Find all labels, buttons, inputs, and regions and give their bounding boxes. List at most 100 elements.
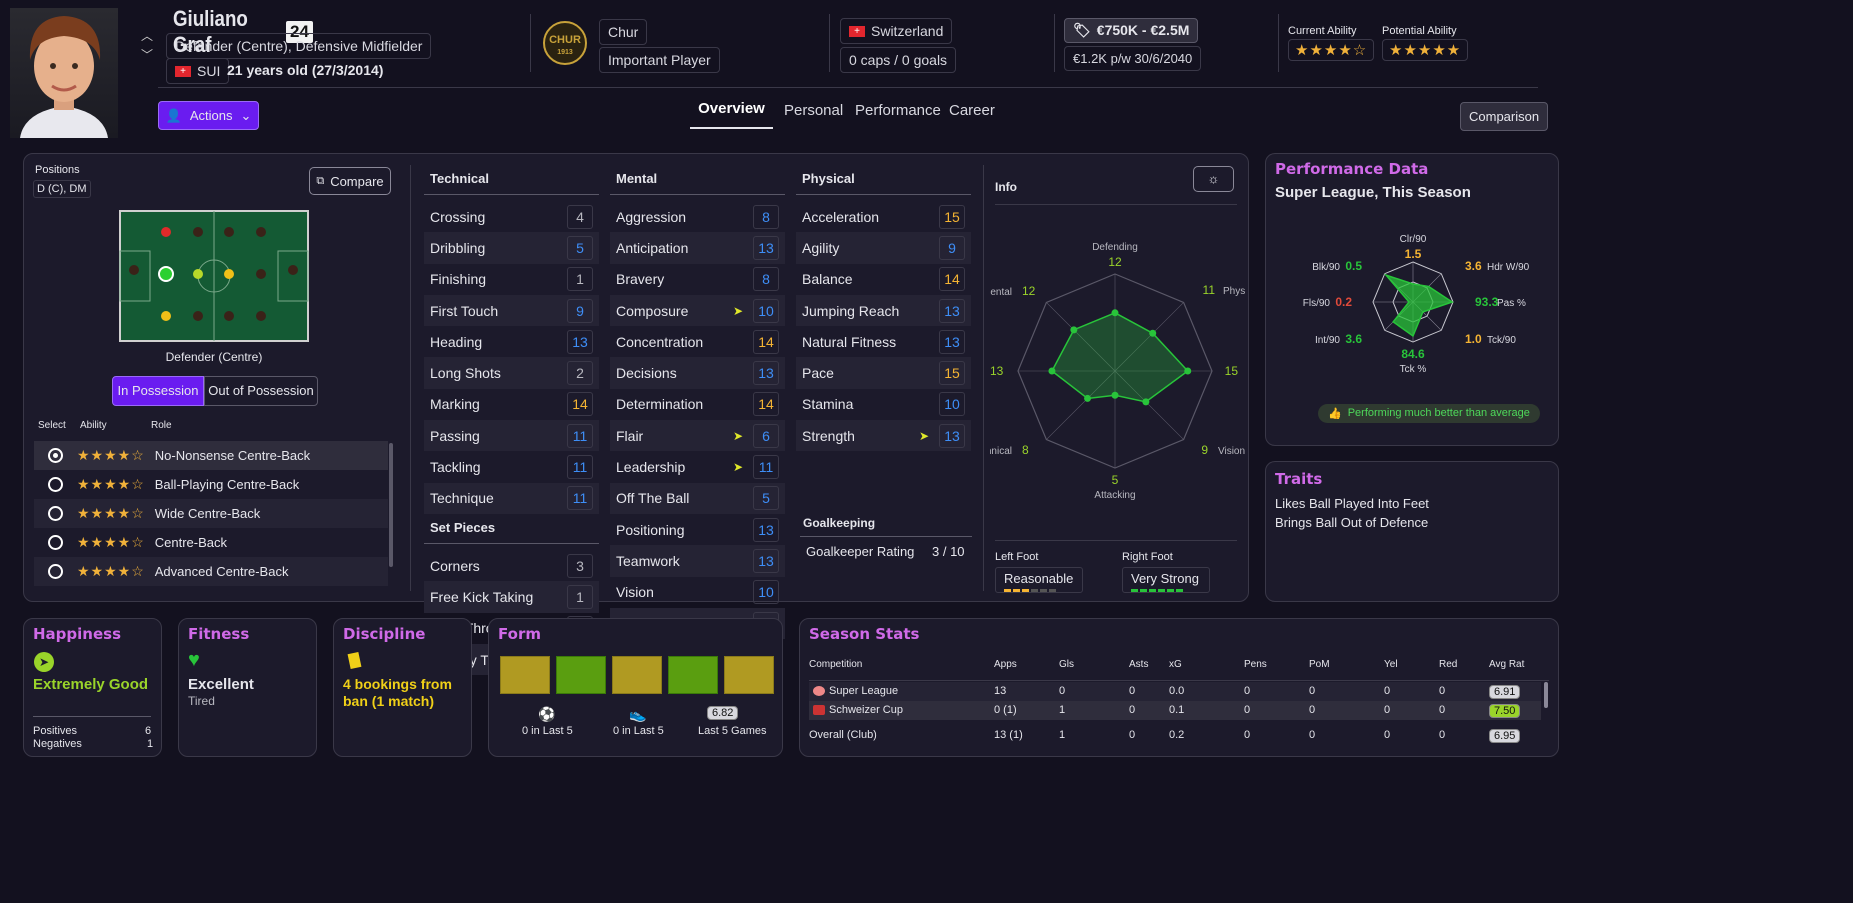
attribute-value: 9 bbox=[567, 298, 593, 323]
radio[interactable] bbox=[48, 477, 63, 492]
attribute-name: Determination bbox=[616, 396, 704, 413]
role-name: No-Nonsense Centre-Back bbox=[154, 448, 311, 463]
perf-radar-value: 1.0 bbox=[1465, 332, 1482, 346]
season-cell: 13 (1) bbox=[994, 729, 1023, 741]
radar-value: 13 bbox=[990, 364, 1004, 378]
attribute-row[interactable]: Determination 14 bbox=[610, 389, 785, 420]
out-of-possession-toggle[interactable]: Out of Possession bbox=[204, 376, 318, 406]
role-row[interactable]: ★★★★☆ Ball-Playing Centre-Back bbox=[34, 470, 388, 499]
role-row[interactable]: ★★★★☆ Advanced Centre-Back bbox=[34, 557, 388, 586]
attribute-row[interactable]: Strength ➤ 13 bbox=[796, 420, 971, 452]
attribute-row[interactable]: Passing 11 bbox=[424, 420, 599, 452]
pitch-diagram[interactable] bbox=[119, 210, 309, 342]
attribute-row[interactable]: Composure ➤ 10 bbox=[610, 294, 785, 327]
attribute-row[interactable]: Agility 9 bbox=[796, 232, 971, 264]
attribute-value: 13 bbox=[939, 423, 965, 448]
comparison-button[interactable]: Comparison bbox=[1460, 102, 1549, 131]
chevron-down-icon[interactable]: ﹀ bbox=[141, 48, 154, 62]
attribute-value: 1 bbox=[567, 584, 593, 609]
training-flag-icon: ➤ bbox=[918, 428, 929, 443]
attribute-value: 3 bbox=[567, 553, 593, 578]
radio[interactable] bbox=[48, 506, 63, 521]
discipline-title: Discipline bbox=[343, 625, 426, 643]
pos-dot bbox=[256, 269, 266, 279]
role-name: Wide Centre-Back bbox=[154, 506, 261, 521]
attribute-name: Acceleration bbox=[802, 208, 880, 225]
attribute-row[interactable]: Free Kick Taking 1 bbox=[424, 581, 599, 613]
attribute-row[interactable]: Long Shots 2 bbox=[424, 357, 599, 389]
perf-radar-value: 3.6 bbox=[1345, 332, 1362, 346]
role-stars: ★★★★☆ bbox=[77, 505, 145, 521]
season-scrollbar[interactable] bbox=[1544, 682, 1548, 708]
tab-career[interactable]: Career bbox=[949, 102, 995, 119]
club-logo[interactable]: CHUR 1913 bbox=[543, 21, 587, 65]
attribute-row[interactable]: Teamwork 13 bbox=[610, 545, 785, 577]
actions-button[interactable]: 👤 Actions ⌄ bbox=[158, 101, 259, 130]
compare-button[interactable]: ⧉ Compare bbox=[309, 167, 391, 195]
positives-label: Positives bbox=[33, 725, 78, 737]
role-row[interactable]: ★★★★☆ Centre-Back bbox=[34, 528, 388, 557]
attribute-row[interactable]: Finishing 1 bbox=[424, 264, 599, 295]
attribute-row[interactable]: Off The Ball 5 bbox=[610, 482, 785, 514]
attribute-row[interactable]: Stamina 10 bbox=[796, 389, 971, 420]
right-foot-bar bbox=[1131, 589, 1201, 592]
attribute-row[interactable]: Bravery 8 bbox=[610, 264, 785, 295]
attribute-row[interactable]: Technique 11 bbox=[424, 482, 599, 514]
potential-ability-stars: ★★★★★ bbox=[1382, 39, 1469, 61]
attribute-row[interactable]: Pace 15 bbox=[796, 357, 971, 389]
chevron-up-icon[interactable]: ︿ bbox=[141, 29, 154, 43]
attribute-row[interactable]: First Touch 9 bbox=[424, 294, 599, 327]
attribute-row[interactable]: Anticipation 13 bbox=[610, 232, 785, 264]
season-cell: 0 bbox=[1059, 685, 1066, 697]
attribute-row[interactable]: Positioning 13 bbox=[610, 514, 785, 545]
tab-performance[interactable]: Performance bbox=[855, 102, 941, 119]
attribute-row[interactable]: Aggression 8 bbox=[610, 201, 785, 232]
season-cell: 13 bbox=[994, 685, 1007, 697]
attribute-row[interactable]: Flair ➤ 6 bbox=[610, 420, 785, 452]
attribute-row[interactable]: Corners 3 bbox=[424, 550, 599, 581]
attribute-name: Long Shots bbox=[430, 365, 501, 382]
happiness-title: Happiness bbox=[33, 625, 122, 643]
attribute-row[interactable]: Concentration 14 bbox=[610, 326, 785, 357]
attribute-row[interactable]: Marking 14 bbox=[424, 389, 599, 420]
attribute-name: Positioning bbox=[616, 521, 685, 538]
attribute-name: Teamwork bbox=[616, 552, 680, 569]
attribute-row[interactable]: Heading 13 bbox=[424, 326, 599, 357]
attribute-row[interactable]: Balance 14 bbox=[796, 264, 971, 295]
in-possession-toggle[interactable]: In Possession bbox=[112, 376, 204, 406]
attribute-row[interactable]: Leadership ➤ 11 bbox=[610, 451, 785, 482]
swiss-flag-icon: + bbox=[175, 65, 191, 77]
perf-radar-value: 0.5 bbox=[1345, 259, 1362, 273]
pos-dot bbox=[224, 311, 234, 321]
info-settings-button[interactable]: ☼ bbox=[1193, 166, 1234, 192]
info-radar-chart: Defending12Physical11Speed15Vision9Attac… bbox=[990, 242, 1245, 501]
season-row[interactable] bbox=[809, 701, 1541, 720]
competition-name: Schweizer Cup bbox=[829, 704, 903, 716]
nation-name[interactable]: + Switzerland bbox=[840, 18, 953, 44]
attribute-row[interactable]: Decisions 13 bbox=[610, 357, 785, 389]
tab-overview[interactable]: Overview bbox=[690, 100, 773, 129]
season-header: Red bbox=[1439, 659, 1458, 670]
technical-title: Technical bbox=[424, 167, 599, 195]
attribute-row[interactable]: Dribbling 5 bbox=[424, 232, 599, 264]
tab-personal[interactable]: Personal bbox=[784, 102, 844, 119]
radio[interactable] bbox=[48, 535, 63, 550]
attribute-row[interactable]: Acceleration 15 bbox=[796, 201, 971, 232]
radio[interactable] bbox=[48, 564, 63, 579]
attribute-row[interactable]: Vision 10 bbox=[610, 577, 785, 608]
attribute-row[interactable]: Jumping Reach 13 bbox=[796, 294, 971, 327]
attribute-row[interactable]: Crossing 4 bbox=[424, 201, 599, 232]
roles-scrollbar[interactable] bbox=[389, 443, 393, 567]
role-row[interactable]: ★★★★☆ No-Nonsense Centre-Back bbox=[34, 441, 388, 470]
role-row[interactable]: ★★★★☆ Wide Centre-Back bbox=[34, 499, 388, 528]
attribute-value: 13 bbox=[939, 298, 965, 323]
club-name[interactable]: Chur bbox=[599, 19, 648, 45]
fitness-title: Fitness bbox=[188, 625, 250, 643]
positions-long: Defender (Centre), Defensive Midfielder bbox=[166, 33, 432, 59]
season-stats-title: Season Stats bbox=[809, 625, 920, 643]
attribute-row[interactable]: Tackling 11 bbox=[424, 451, 599, 482]
attribute-row[interactable]: Natural Fitness 13 bbox=[796, 326, 971, 357]
radio-selected[interactable] bbox=[48, 448, 63, 463]
technical-column: Technical Crossing 4 Dribbling 5 Finishing 1 F… bbox=[424, 167, 599, 676]
season-row[interactable] bbox=[809, 682, 1541, 701]
